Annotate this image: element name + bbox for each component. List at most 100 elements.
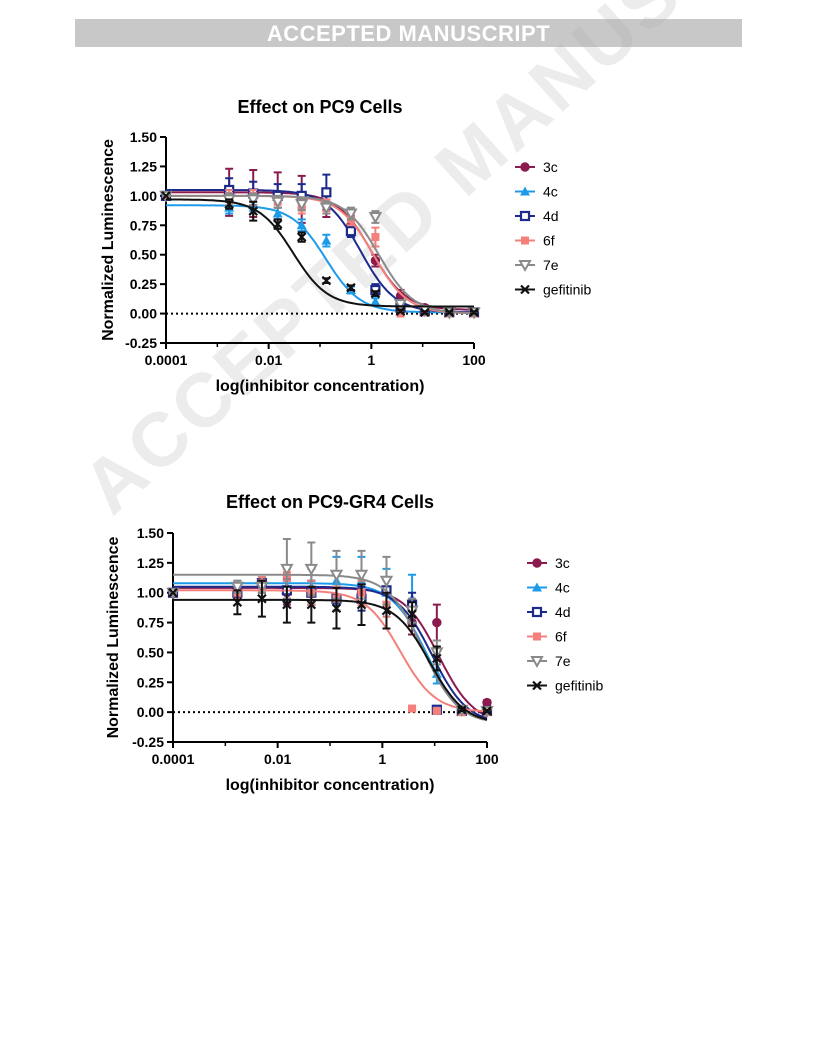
data-point (230, 581, 245, 594)
y-tick-label: 0.00 (130, 306, 157, 322)
x-tick-label: 0.01 (255, 352, 282, 368)
data-point (321, 187, 332, 198)
x-axis-label: log(inhibitor concentration) (216, 378, 425, 395)
y-tick-label: 0.25 (130, 276, 157, 292)
data-point (306, 599, 317, 610)
y-tick-label: 0.75 (137, 615, 164, 631)
data-point (344, 208, 358, 221)
x-axis-label: log(inhibitor concentration) (226, 777, 435, 794)
data-point (370, 288, 381, 299)
legend-label: 6f (543, 233, 555, 249)
data-point (232, 597, 243, 608)
fit-curve-7e (166, 194, 475, 315)
legend-marker (532, 558, 542, 568)
data-point (331, 603, 342, 614)
data-point (420, 307, 430, 318)
legend-entry-6f: 6f (515, 233, 555, 249)
data-point (272, 208, 283, 218)
data-point (381, 605, 392, 616)
series-7e (166, 537, 494, 722)
data-point (271, 196, 285, 209)
data-point (296, 232, 307, 242)
legend-marker (531, 606, 543, 618)
legend-entry-3c: 3c (515, 159, 558, 175)
data-point (457, 704, 467, 715)
legend-entry-6f: 6f (527, 629, 567, 645)
y-tick-label: -0.25 (132, 734, 164, 750)
data-point (280, 563, 294, 576)
data-point (319, 202, 334, 215)
y-tick-label: 0.00 (137, 704, 164, 720)
legend-entry-4c: 4c (515, 184, 558, 200)
data-point (407, 609, 417, 619)
legend-label: gefitinib (555, 678, 603, 694)
y-tick-label: 1.00 (130, 188, 157, 204)
data-point (296, 220, 307, 230)
series-7e (159, 190, 481, 320)
legend-label: 4c (555, 580, 570, 596)
data-point (345, 226, 357, 237)
legend-marker (521, 236, 529, 245)
y-tick-label: 1.50 (137, 525, 164, 541)
x-tick-label: 0.0001 (145, 352, 188, 368)
x-tick-label: 0.0001 (152, 751, 195, 767)
data-point (321, 235, 332, 245)
legend-label: 4c (543, 184, 558, 200)
data-point (294, 199, 309, 212)
y-tick-label: 1.25 (137, 555, 164, 571)
data-point (304, 563, 319, 576)
x-tick-label: 1 (378, 751, 386, 767)
x-tick-label: 1 (367, 352, 375, 368)
fit-curve-6f (166, 194, 474, 315)
data-point (272, 219, 283, 229)
y-tick-label: 0.25 (137, 674, 164, 690)
data-point (371, 233, 380, 242)
legend-label: 4d (543, 208, 559, 224)
legend-marker (520, 186, 530, 196)
data-point (432, 617, 442, 628)
legend-label: 3c (555, 555, 570, 571)
x-tick-label: 100 (462, 352, 486, 368)
data-point (246, 194, 260, 207)
data-point (432, 653, 442, 664)
data-point (282, 599, 292, 610)
data-point (354, 569, 369, 582)
legend-label: 7e (543, 257, 559, 273)
y-tick-label: 1.25 (130, 158, 157, 174)
fit-curve-4c (166, 204, 474, 314)
data-point (395, 306, 406, 316)
series-4c (161, 190, 479, 317)
y-axis-label: Normalized Luminescence (105, 536, 122, 738)
data-point (482, 697, 492, 708)
legend-marker (518, 260, 532, 273)
data-point (379, 575, 394, 588)
legend-entry-4d: 4d (527, 604, 571, 620)
x-tick-label: 0.01 (264, 751, 291, 767)
data-point (224, 199, 234, 209)
y-tick-label: 0.50 (130, 247, 157, 263)
series-4c (168, 555, 492, 721)
y-tick-label: -0.25 (125, 335, 157, 351)
data-point (346, 282, 356, 293)
legend-entry-gefitinib: gefitinib (527, 678, 603, 694)
legend-entry-3c: 3c (527, 555, 570, 571)
legend-entry-7e: 7e (515, 257, 559, 273)
series-6f (169, 567, 491, 717)
legend-marker (519, 210, 531, 222)
legend-label: 7e (555, 653, 571, 669)
data-point (248, 206, 258, 216)
legend-marker (533, 632, 541, 641)
data-point (257, 593, 267, 604)
chart-title: Effect on PC9-GR4 Cells (226, 492, 434, 512)
fit-curve-7e (173, 573, 488, 722)
data-point (168, 587, 178, 598)
data-point (368, 212, 383, 225)
fit-curve-gefitinib (166, 198, 474, 308)
legend-marker (532, 582, 542, 592)
legend-label: gefitinib (543, 282, 591, 298)
y-tick-label: 0.50 (137, 644, 164, 660)
series-gefitinib (161, 191, 479, 318)
legend-label: 4d (555, 604, 571, 620)
chart-title: Effect on PC9 Cells (237, 97, 402, 117)
legend-entry-4d: 4d (515, 208, 559, 224)
